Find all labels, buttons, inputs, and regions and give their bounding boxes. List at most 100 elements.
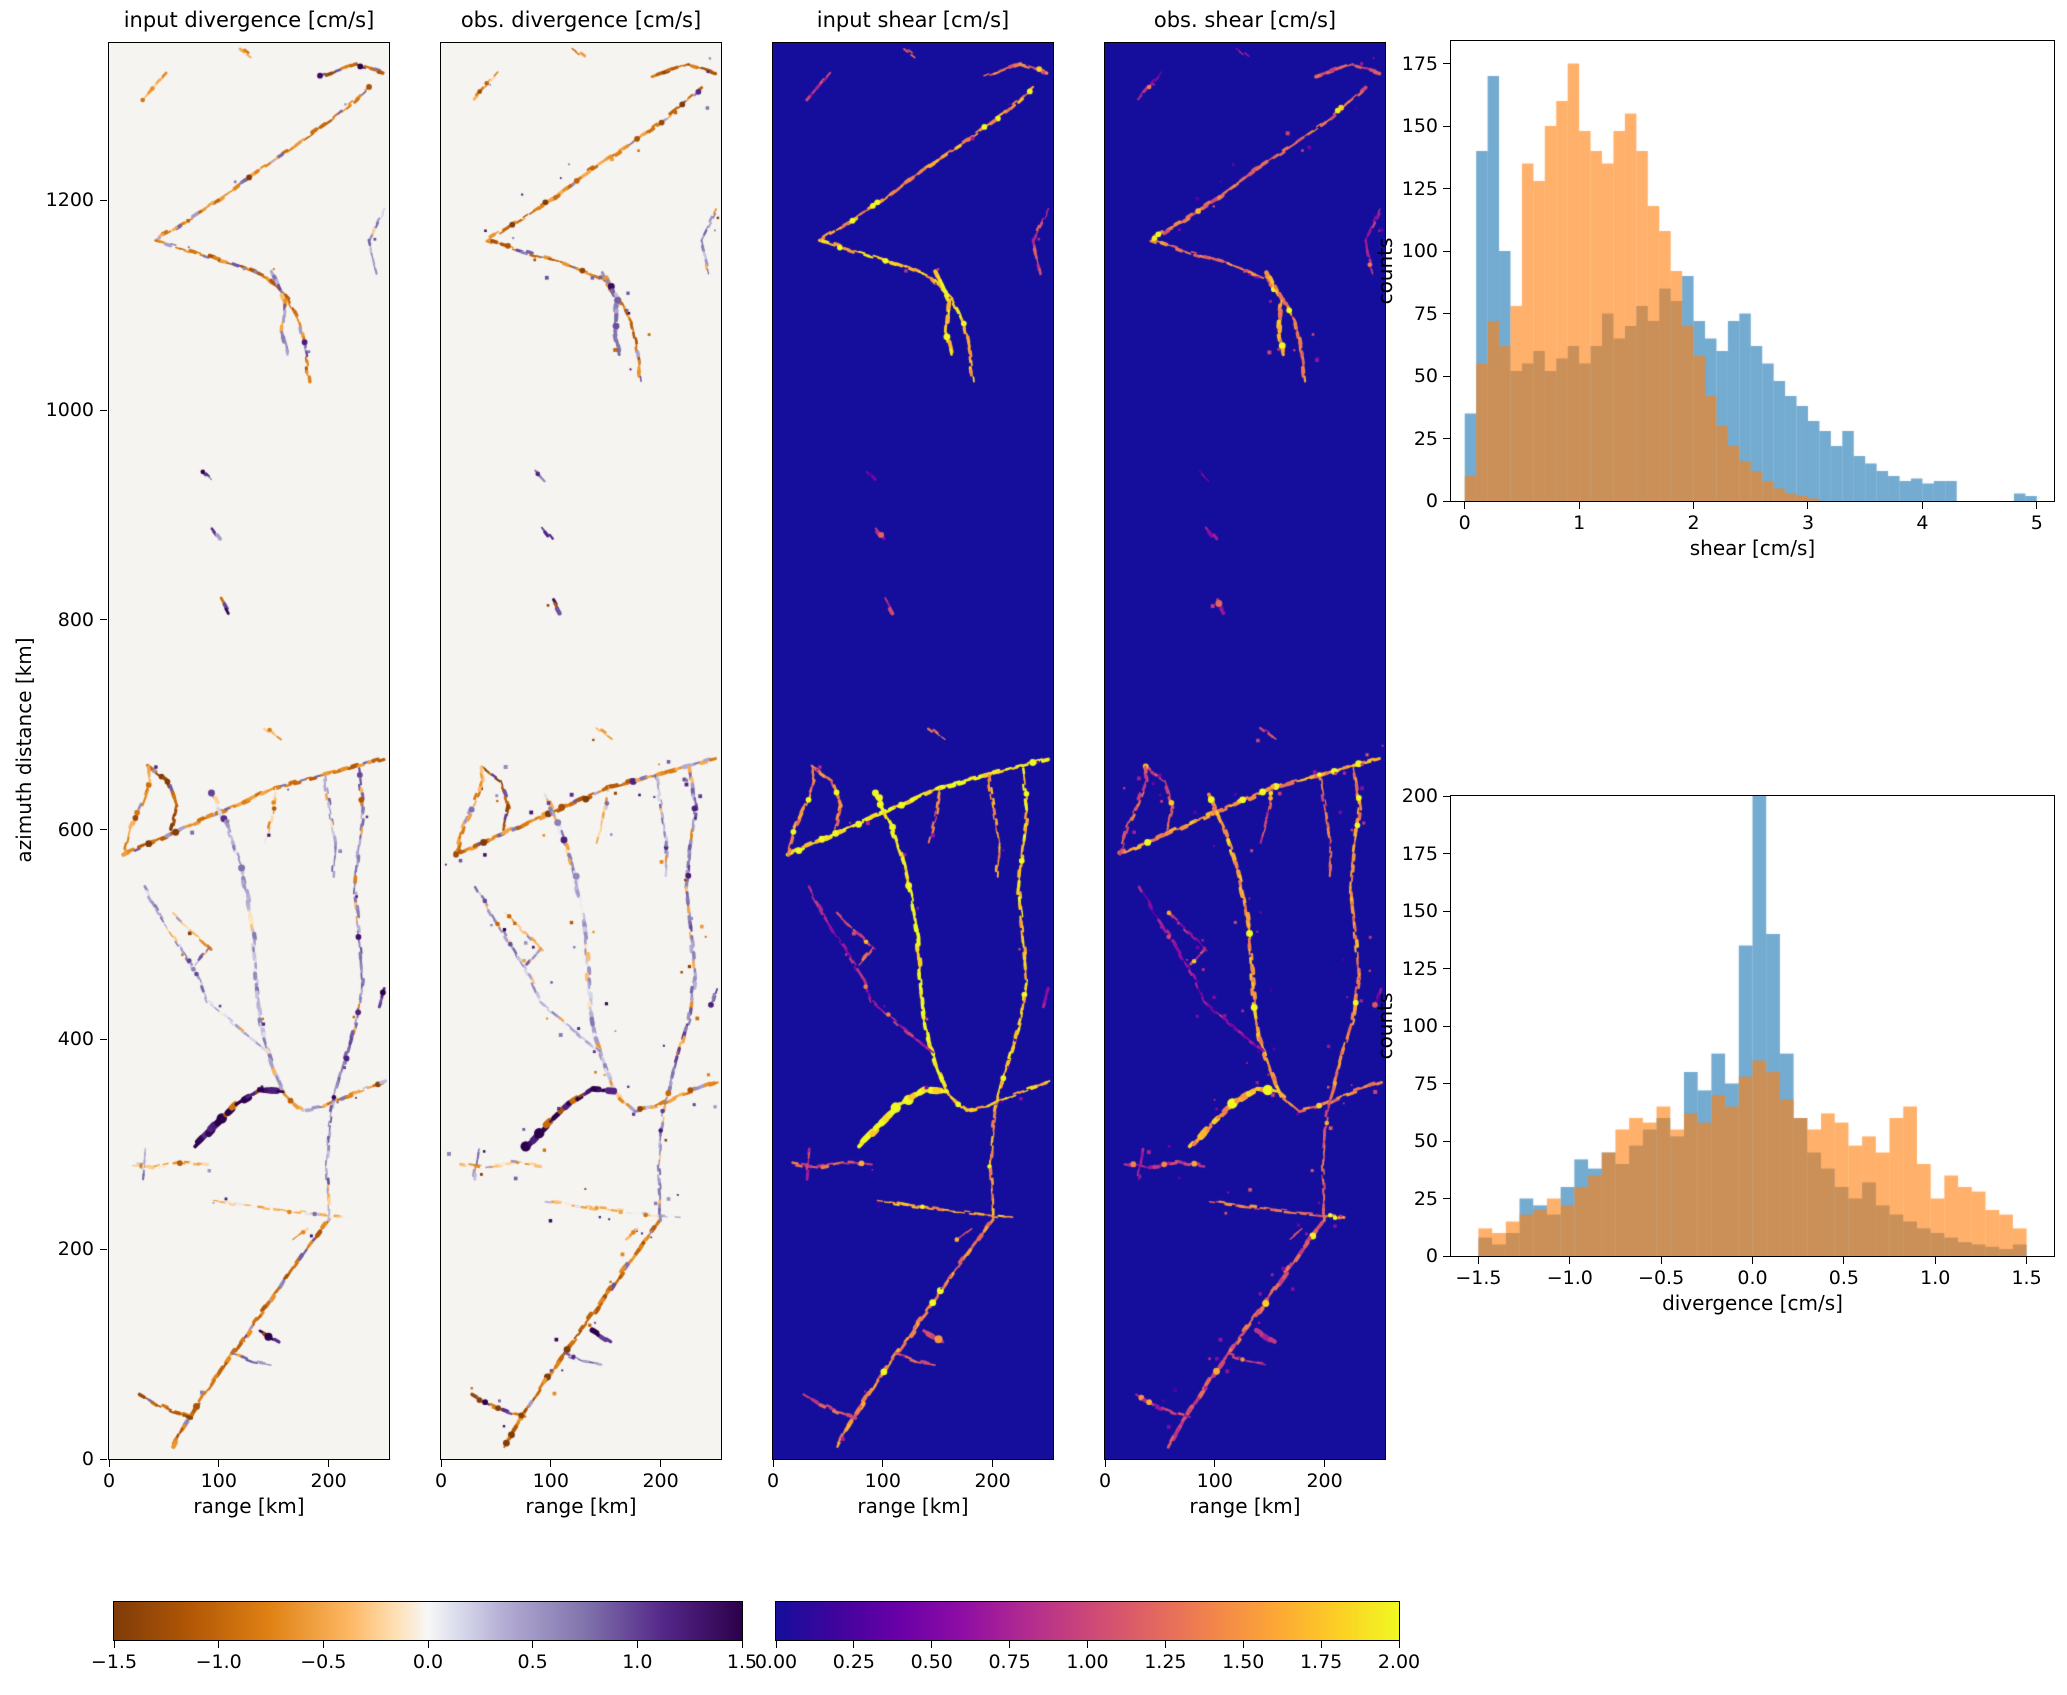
tick-mark	[100, 1038, 107, 1040]
input-shear-map	[772, 42, 1054, 1460]
tick-mark	[1009, 1641, 1011, 1648]
x-tick-label: 0	[102, 1470, 116, 1492]
tick-mark	[100, 1248, 107, 1250]
tick-mark	[1398, 1641, 1400, 1648]
y-tick-label: 125	[1401, 177, 1438, 200]
x-tick-label: 200	[1306, 1470, 1343, 1492]
colorbar-tick-label: 0.0	[412, 1651, 444, 1673]
y-tick-label: 1000	[45, 399, 94, 422]
divergence-colorbar-gradient	[114, 1602, 742, 1640]
tick-mark	[218, 1460, 220, 1467]
tick-mark	[108, 1460, 110, 1467]
y-tick-label: 0	[1425, 1245, 1438, 1267]
tick-mark	[931, 1641, 933, 1648]
x-tick-label: 3	[1801, 512, 1815, 534]
tick-mark	[1087, 1641, 1088, 1648]
tick-mark	[550, 1460, 552, 1467]
x-tick-label: 0.5	[1828, 1267, 1859, 1289]
divergence-histogram-panel	[1450, 795, 2055, 1257]
tick-mark	[1164, 1641, 1166, 1648]
colorbar-tick-label: −1.0	[195, 1651, 242, 1673]
x-tick-label: −1.0	[1546, 1267, 1593, 1289]
y-tick-label: 0	[1425, 490, 1438, 512]
y-tick-label: 175	[1401, 842, 1438, 865]
y-tick-label: 1200	[45, 189, 94, 212]
x-tick-label: 1.0	[1920, 1267, 1951, 1289]
y-tick-label: 200	[57, 1238, 94, 1261]
divergence-hist-x-label: divergence [cm/s]	[1662, 1291, 1843, 1315]
tick-mark	[1214, 1460, 1216, 1467]
colorbar-tick-label: 2.00	[1377, 1651, 1421, 1673]
y-tick-label: 25	[1413, 1187, 1438, 1210]
x-tick-label: 100	[532, 1470, 569, 1492]
colorbar-tick-label: 0.50	[910, 1651, 953, 1673]
tick-mark	[1693, 502, 1695, 509]
y-tick-label: 175	[1401, 52, 1438, 75]
tick-mark	[100, 1458, 107, 1460]
y-tick-label: 150	[1401, 115, 1438, 137]
tick-mark	[772, 1460, 774, 1467]
colorbar-tick-label: 0.5	[517, 1651, 548, 1673]
map-panel-input-divergence: input divergence [cm/s] range [km]	[108, 0, 390, 1560]
obs-divergence-map	[440, 42, 722, 1460]
tick-mark	[1443, 313, 1450, 314]
y-tick-label: 100	[1401, 240, 1438, 262]
y-tick-label: 200	[1401, 785, 1438, 807]
tick-mark	[1807, 502, 1809, 509]
y-tick-label: 125	[1401, 957, 1438, 980]
x-tick-label: 200	[974, 1470, 1011, 1492]
panel-title: obs. shear [cm/s]	[1153, 8, 1337, 32]
tick-mark	[100, 619, 107, 621]
colorbar-tick-label: 0.75	[988, 1651, 1031, 1673]
x-tick-label: 0	[1098, 1470, 1112, 1492]
colorbar-tick-label: 1.50	[1222, 1651, 1265, 1673]
tick-mark	[1443, 853, 1450, 854]
y-tick-label: 75	[1413, 1072, 1438, 1095]
map-panel-input-shear: input shear [cm/s] range [km]	[772, 0, 1054, 1560]
x-axis-label: range [km]	[857, 1494, 969, 1518]
tick-mark	[100, 199, 107, 201]
x-tick-label: 100	[864, 1470, 901, 1492]
tick-mark	[853, 1641, 855, 1648]
x-axis-label: range [km]	[525, 1494, 637, 1518]
shear-colorbar	[775, 1601, 1400, 1641]
tick-mark	[1443, 1140, 1450, 1142]
shear-histogram-canvas	[1451, 41, 2054, 501]
tick-mark	[1443, 188, 1450, 189]
map-panel-obs-shear: obs. shear [cm/s] range [km]	[1104, 0, 1386, 1560]
y-tick-label: 75	[1413, 302, 1438, 325]
y-tick-label: 100	[1401, 1015, 1438, 1037]
x-axis-label: range [km]	[1189, 1494, 1301, 1518]
x-tick-label: 4	[1916, 512, 1929, 534]
tick-mark	[1443, 910, 1450, 912]
divergence-colorbar	[113, 1601, 743, 1641]
tick-mark	[100, 409, 107, 411]
tick-mark	[741, 1641, 743, 1648]
tick-mark	[1443, 1255, 1450, 1257]
panel-title: obs. divergence [cm/s]	[460, 8, 702, 32]
panel-title: input shear [cm/s]	[816, 8, 1010, 32]
x-tick-label: 1.5	[2011, 1267, 2042, 1289]
tick-mark	[1660, 1257, 1662, 1264]
y-tick-label: 800	[57, 608, 94, 631]
x-tick-label: −0.5	[1638, 1267, 1685, 1289]
tick-mark	[992, 1460, 994, 1467]
input-divergence-map	[108, 42, 390, 1460]
y-tick-label: 0	[81, 1448, 94, 1470]
tick-mark	[1443, 63, 1450, 64]
x-tick-label: 1	[1573, 512, 1586, 534]
tick-mark	[440, 1460, 442, 1467]
tick-mark	[1843, 1257, 1845, 1264]
tick-mark	[322, 1641, 324, 1648]
tick-mark	[1443, 1083, 1450, 1084]
shear-histogram-panel	[1450, 40, 2055, 502]
tick-mark	[1443, 375, 1450, 377]
shear-colorbar-gradient	[776, 1602, 1399, 1640]
panel-title: input divergence [cm/s]	[123, 8, 375, 32]
tick-mark	[2036, 502, 2038, 509]
tick-mark	[113, 1641, 115, 1648]
tick-mark	[882, 1460, 884, 1467]
x-tick-label: 0.0	[1737, 1267, 1768, 1289]
tick-mark	[1578, 502, 1580, 509]
